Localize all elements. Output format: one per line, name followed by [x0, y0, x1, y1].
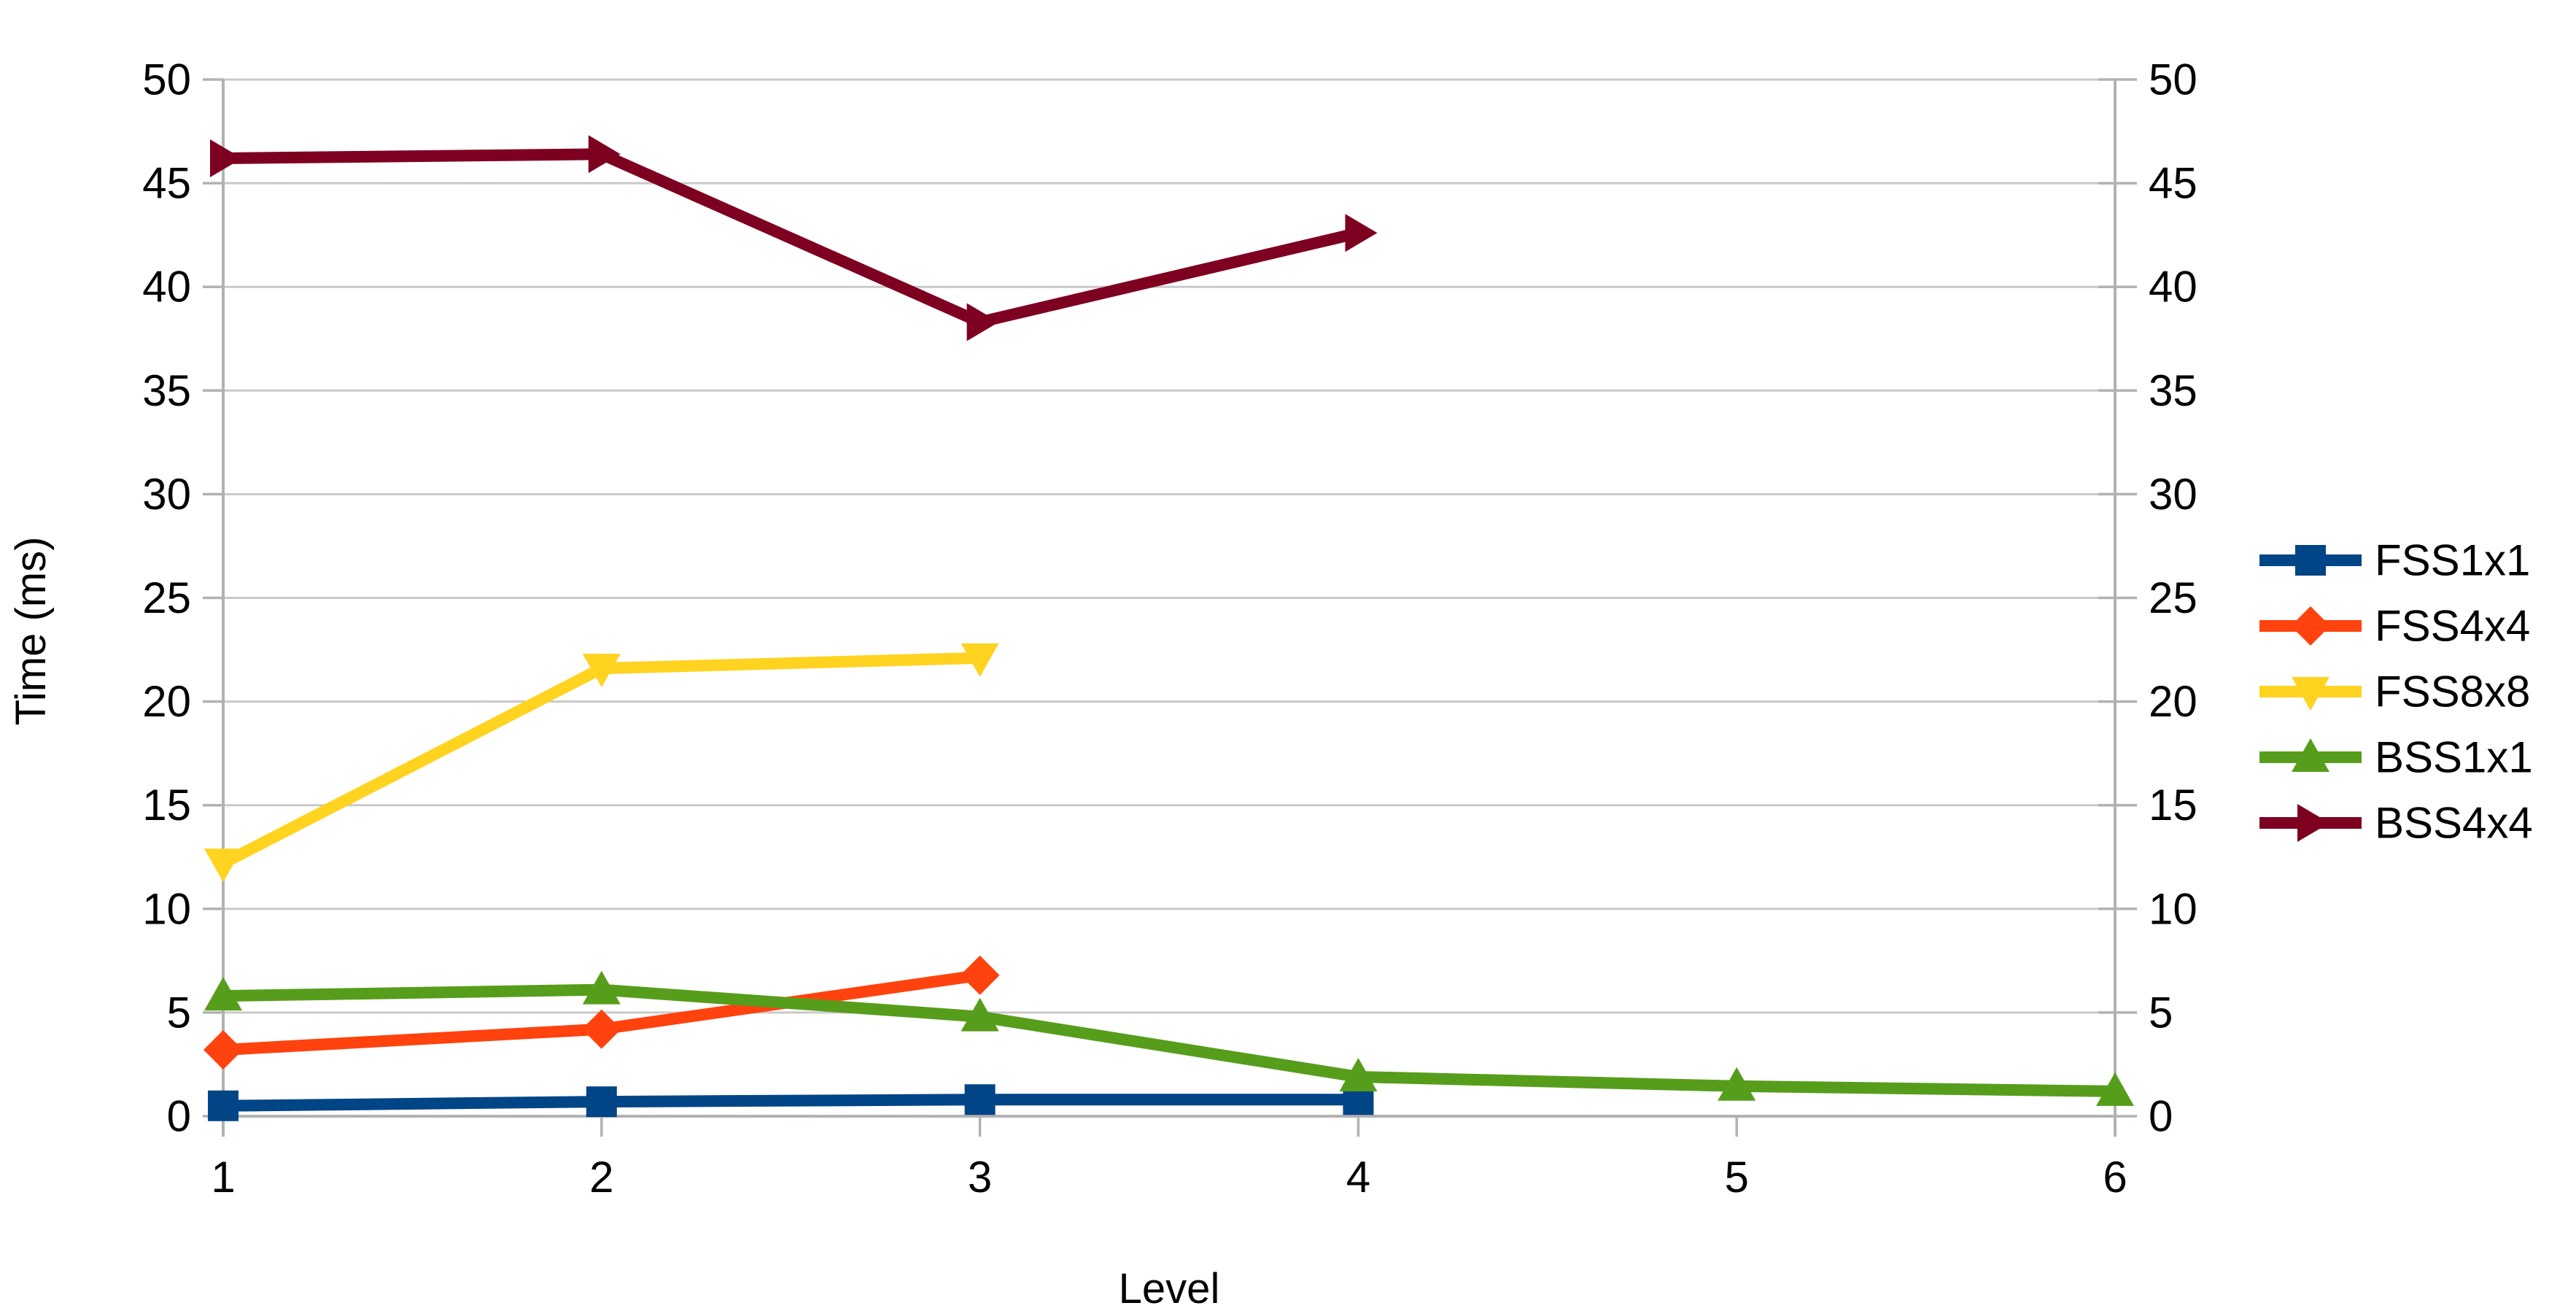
- data-point-marker-square: [964, 1084, 996, 1115]
- legend-marker-diamond-icon: [2291, 606, 2330, 646]
- y-tick-label-right: 5: [2149, 988, 2173, 1037]
- data-point-marker-triangle-right: [966, 303, 999, 341]
- y-tick-label-right: 0: [2149, 1092, 2173, 1141]
- y-tick-label-right: 45: [2149, 159, 2197, 208]
- data-point-marker-triangle-right: [1345, 214, 1378, 252]
- legend-label: FSS8x8: [2375, 668, 2530, 716]
- x-tick-label: 1: [211, 1153, 235, 1202]
- y-tick-label-right: 50: [2149, 55, 2197, 104]
- series-lines: [203, 135, 2134, 1121]
- data-point-marker-triangle-right: [588, 135, 621, 174]
- x-tick-label: 2: [589, 1153, 613, 1202]
- data-point-marker-diamond: [960, 955, 1000, 995]
- y-tick-label-right: 40: [2149, 263, 2197, 312]
- series-BSS1x1: [204, 970, 2134, 1106]
- series-line: [222, 1094, 1359, 1112]
- series-line: [222, 983, 2116, 1097]
- y-tick-label-left: 20: [142, 677, 191, 726]
- y-tick-label-left: 0: [167, 1092, 191, 1141]
- x-axis-title: Level: [1119, 1265, 1220, 1311]
- legend-marker-triangle-up-icon: [2292, 738, 2329, 772]
- y-tick-label-left: 50: [142, 55, 191, 104]
- series-line: [222, 148, 1360, 328]
- data-point-marker-triangle-up: [1339, 1058, 1378, 1092]
- x-tick-label: 5: [1725, 1153, 1749, 1202]
- legend-label: FSS4x4: [2375, 602, 2530, 651]
- y-tick-label-left: 5: [167, 988, 191, 1037]
- y-tick-label-left: 15: [142, 781, 191, 829]
- data-point-marker-triangle-down: [582, 654, 621, 688]
- legend-marker-square-icon: [2295, 545, 2326, 576]
- y-axis-title: Time (ms): [7, 537, 55, 726]
- y-tick-label-left: 10: [142, 884, 191, 933]
- legend-item-FSS1x1: FSS1x1: [2259, 536, 2530, 585]
- legend: FSS1x1 FSS4x4 FSS8x8 BSS1x1 BSS4x4: [2259, 536, 2533, 848]
- x-tick-label: 6: [2103, 1153, 2127, 1202]
- y-tick-label-right: 30: [2149, 470, 2197, 519]
- data-point-marker-triangle-up: [1718, 1067, 1756, 1101]
- series-BSS4x4: [210, 135, 1378, 341]
- series-FSS1x1: [208, 1084, 1374, 1121]
- y-tick-label-right: 10: [2149, 884, 2197, 933]
- series-FSS4x4: [203, 955, 1000, 1070]
- data-point-marker-triangle-right: [210, 139, 242, 177]
- legend-label: FSS1x1: [2375, 536, 2530, 585]
- legend-item-FSS4x4: FSS4x4: [2259, 602, 2530, 651]
- legend-label: BSS1x1: [2375, 733, 2533, 782]
- y-tick-label-right: 35: [2149, 366, 2197, 415]
- data-point-marker-square: [1343, 1084, 1374, 1115]
- y-tick-label-right: 20: [2149, 677, 2197, 726]
- y-tick-label-left: 35: [142, 366, 191, 415]
- legend-marker-triangle-right-icon: [2297, 804, 2329, 842]
- y-tick-label-left: 25: [142, 573, 191, 622]
- x-tick-label: 3: [968, 1153, 992, 1202]
- legend-marker-triangle-down-icon: [2292, 677, 2329, 711]
- data-point-marker-triangle-up: [582, 970, 621, 1005]
- legend-label: BSS4x4: [2375, 799, 2533, 848]
- series-line: [220, 651, 980, 869]
- data-point-marker-triangle-down: [204, 848, 242, 883]
- x-tick-label: 4: [1346, 1153, 1370, 1202]
- legend-item-BSS4x4: BSS4x4: [2259, 799, 2533, 848]
- y-tick-label-left: 30: [142, 470, 191, 519]
- data-point-marker-square: [208, 1090, 238, 1121]
- data-point-marker-diamond: [581, 1009, 621, 1049]
- y-tick-label-right: 25: [2149, 573, 2197, 622]
- y-tick-label-right: 15: [2149, 781, 2197, 829]
- y-tick-label-left: 40: [142, 263, 191, 312]
- data-point-marker-triangle-up: [2096, 1072, 2134, 1106]
- series-FSS8x8: [204, 643, 999, 883]
- axes: [203, 78, 2137, 1137]
- legend-item-FSS8x8: FSS8x8: [2259, 668, 2530, 716]
- data-point-marker-triangle-down: [961, 643, 999, 677]
- data-point-marker-triangle-up: [961, 997, 999, 1032]
- data-point-marker-square: [586, 1086, 617, 1118]
- data-point-marker-diamond: [203, 1030, 243, 1070]
- y-tick-label-left: 45: [142, 159, 191, 208]
- data-point-marker-triangle-up: [204, 977, 242, 1011]
- gridlines: [223, 78, 2115, 1014]
- legend-item-BSS1x1: BSS1x1: [2259, 733, 2533, 782]
